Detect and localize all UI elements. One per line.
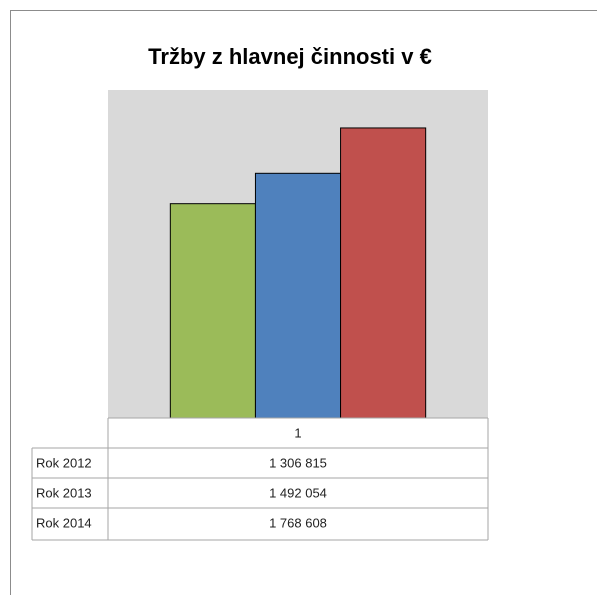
table-header: 1 xyxy=(294,425,301,440)
data-label: 1 306 815 xyxy=(269,455,327,470)
data-label: 1 768 608 xyxy=(269,515,327,530)
data-label: 1 492 054 xyxy=(269,485,327,500)
legend-label: Rok 2014 xyxy=(36,515,92,530)
bar xyxy=(340,127,427,419)
chart-frame xyxy=(10,10,597,595)
bar xyxy=(254,172,342,419)
chart-title: Tržby z hlavnej činnosti v € xyxy=(148,44,432,69)
bar xyxy=(169,203,256,419)
legend-label: Rok 2013 xyxy=(36,485,92,500)
legend-label: Rok 2012 xyxy=(36,455,92,470)
